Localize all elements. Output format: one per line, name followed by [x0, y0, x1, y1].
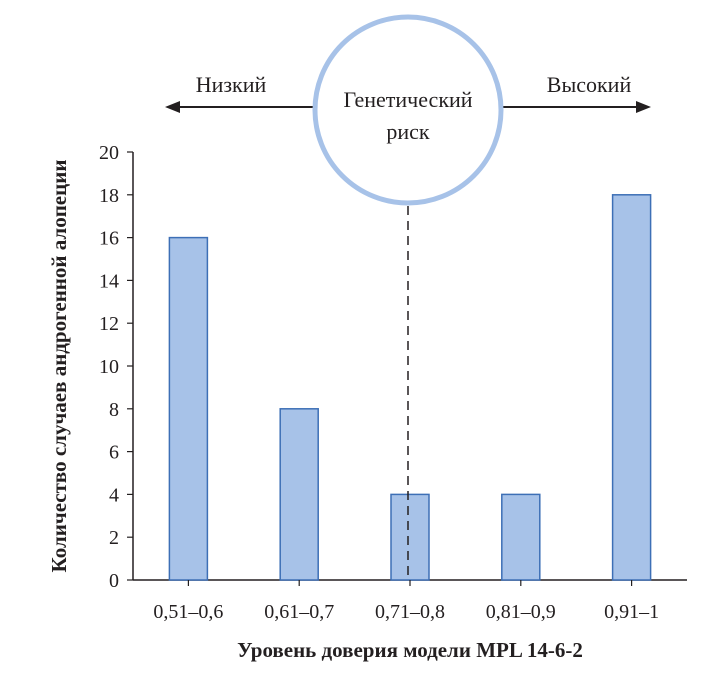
x-ticks-group: 0,51–0,6 0,61–0,7 0,71–0,8 0,81–0,9 0,91–1	[153, 580, 659, 623]
bar	[501, 493, 541, 581]
x-tick-label: 0,61–0,7	[264, 601, 334, 623]
x-tick-label: 0,51–0,6	[153, 601, 223, 623]
bar	[279, 408, 319, 581]
y-tick-label: 0	[109, 570, 119, 592]
circle-label-line-2: риск	[386, 119, 430, 144]
y-tick-label: 14	[99, 270, 119, 292]
y-tick-label: 12	[99, 313, 119, 335]
bars-group	[168, 194, 652, 581]
y-tick-label: 16	[99, 228, 119, 250]
y-ticks-group: 0 2 4 6 8 10 12 14 16 18 20	[99, 142, 133, 592]
genetic-risk-circle	[312, 14, 504, 206]
bar	[390, 493, 430, 581]
x-tick-label: 0,91–1	[604, 601, 659, 623]
x-tick-label: 0,81–0,9	[486, 601, 556, 623]
y-tick-label: 10	[99, 356, 119, 378]
bar	[611, 194, 652, 581]
bar	[168, 236, 209, 581]
y-tick-label: 2	[109, 527, 119, 549]
low-risk-arrow	[165, 101, 316, 113]
y-tick-label: 6	[109, 442, 119, 464]
high-risk-label: Высокий	[547, 72, 632, 97]
x-tick-label: 0,71–0,8	[375, 601, 445, 623]
y-tick-label: 4	[109, 484, 119, 506]
low-risk-label: Низкий	[196, 72, 267, 97]
high-risk-arrow	[500, 101, 651, 113]
y-axis-title: Количество случаев андрогенной алопеции	[47, 160, 71, 573]
y-tick-label: 20	[99, 142, 119, 164]
x-axis-title: Уровень доверия модели MPL 14-6-2	[237, 638, 583, 662]
y-tick-label: 8	[109, 399, 119, 421]
circle-label-line-1: Генетический	[343, 87, 472, 112]
y-tick-label: 18	[99, 185, 119, 207]
